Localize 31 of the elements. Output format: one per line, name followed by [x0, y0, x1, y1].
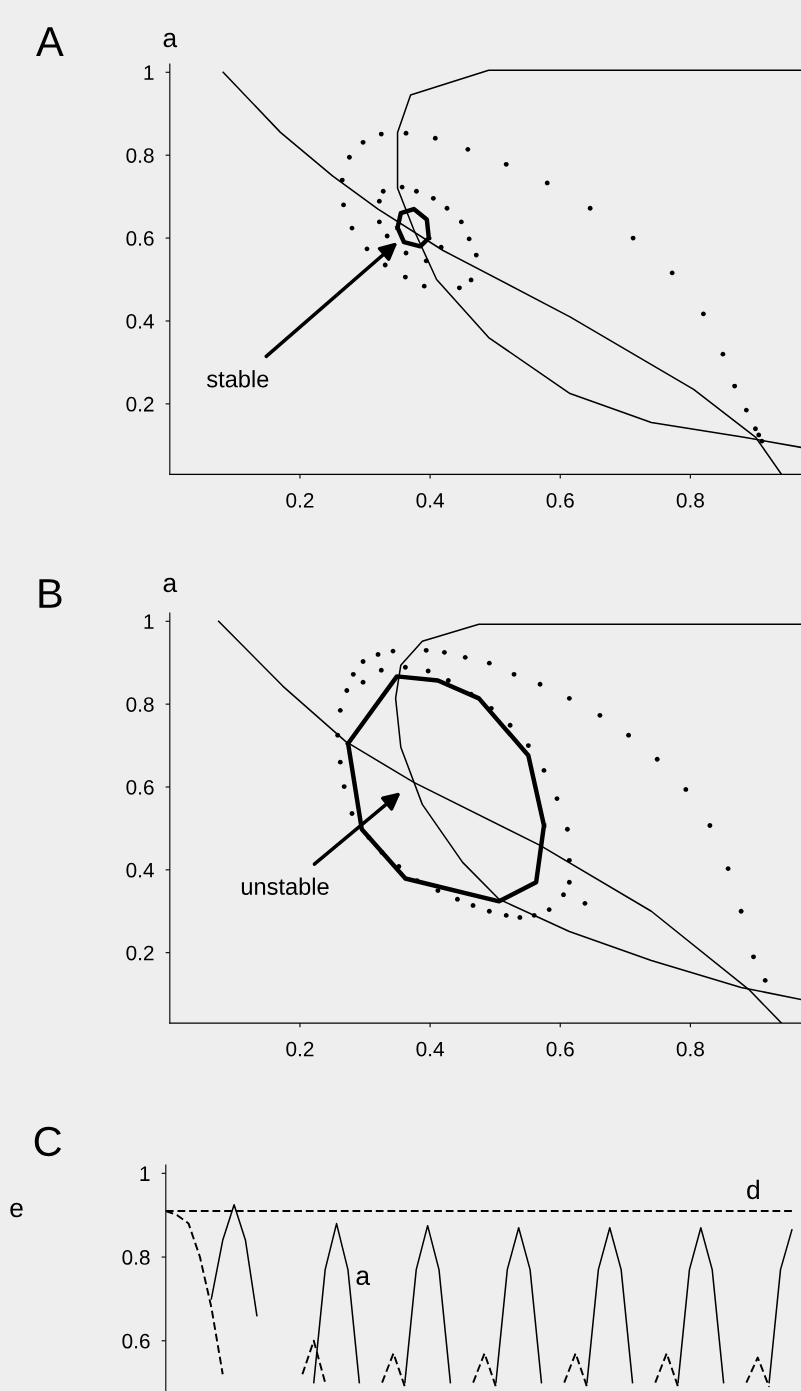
y-tick-label: 0.2 [126, 945, 154, 961]
y-tick-label: 0.6 [122, 1333, 150, 1349]
y-tick-label: 1 [144, 65, 154, 80]
y-tick-label: 0.8 [126, 697, 154, 712]
x-tick-label: 0.6 [546, 492, 574, 508]
x-tick-label: 0.2 [286, 1041, 314, 1057]
y-axis-title: e [10, 1202, 23, 1218]
y-axis-title: a [163, 577, 178, 593]
y-tick-label: 0.6 [126, 779, 154, 795]
y-tick-label: 0.4 [126, 862, 154, 878]
y-axis-title: a [163, 32, 178, 48]
chart-title: A [36, 27, 64, 56]
annotation: stable [206, 370, 269, 388]
y-tick-label: 0.8 [126, 148, 154, 163]
y-tick-label: 0.8 [122, 1250, 150, 1265]
y-tick-label: 0.4 [126, 313, 154, 329]
annotation: a [356, 1270, 371, 1286]
y-tick-label: 0.2 [126, 396, 154, 412]
x-tick-label: 0.6 [546, 1041, 574, 1057]
annotation: unstable [241, 877, 329, 895]
chart-title: B [39, 579, 62, 608]
x-tick-label: 0.4 [416, 492, 444, 508]
x-tick-label: 0.2 [286, 492, 314, 508]
chart-title: C [34, 1126, 62, 1157]
y-tick-label: 1 [140, 1166, 150, 1181]
annotation: d [747, 1179, 759, 1200]
y-tick-label: 1 [144, 614, 154, 629]
x-tick-label: 0.8 [676, 1041, 704, 1057]
x-tick-label: 0.8 [676, 492, 704, 508]
y-tick-label: 0.6 [126, 231, 154, 246]
x-tick-label: 0.4 [416, 1041, 444, 1057]
